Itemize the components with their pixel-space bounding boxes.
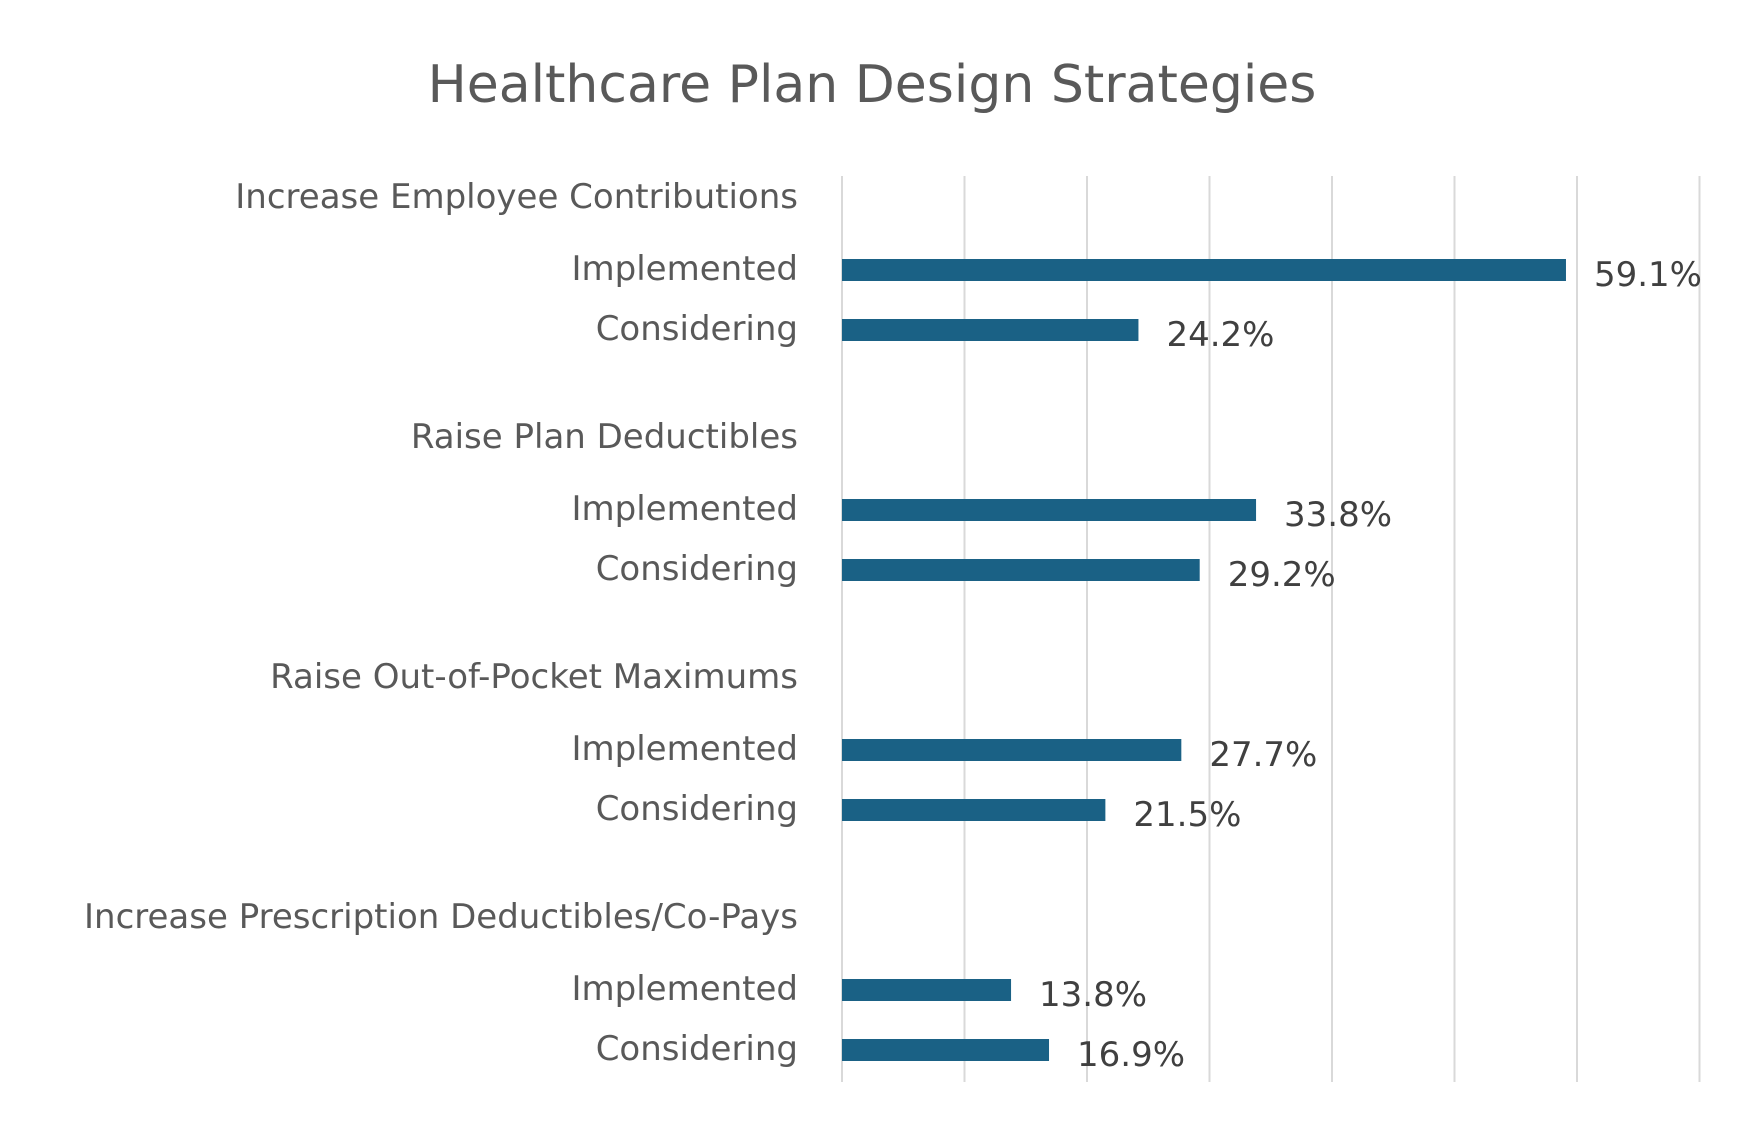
data-label-1-0: 33.8% [1284, 495, 1392, 535]
data-label-2-0: 27.7% [1209, 735, 1317, 775]
bar-label-1-0: Implemented [571, 489, 798, 529]
group-label-1: Raise Plan Deductibles [411, 417, 798, 457]
data-label-0-0: 59.1% [1594, 255, 1702, 295]
gridlines [841, 176, 1701, 1082]
bar-2-1 [842, 799, 1106, 821]
bar-3-0 [842, 979, 1012, 1001]
bar-label-2-0: Implemented [571, 729, 798, 769]
data-label-0-1: 24.2% [1166, 315, 1274, 355]
data-label-3-1: 16.9% [1077, 1035, 1185, 1075]
group-label-3: Increase Prescription Deductibles/Co-Pay… [84, 897, 798, 937]
bar-label-0-1: Considering [596, 309, 798, 349]
bar-2-0 [842, 739, 1182, 761]
data-label-1-1: 29.2% [1228, 555, 1336, 595]
data-label-2-1: 21.5% [1133, 795, 1241, 835]
bar-label-1-1: Considering [596, 549, 798, 589]
category-labels: Increase Employee Contributions Implement… [84, 177, 798, 1069]
bar-3-1 [842, 1039, 1050, 1061]
data-labels: 59.1% 24.2% 33.8% 29.2% 27.7% 21.5% 13.8% 16.9% [1039, 255, 1702, 1075]
bar-1-0 [842, 499, 1257, 521]
bar-1-1 [842, 559, 1200, 581]
bar-0-1 [842, 319, 1139, 341]
bar-0-0 [842, 259, 1566, 281]
chart-title: Healthcare Plan Design Strategies [428, 55, 1317, 115]
bar-label-3-1: Considering [596, 1029, 798, 1069]
bar-label-0-0: Implemented [571, 249, 798, 289]
bars [842, 259, 1566, 1061]
bar-label-2-1: Considering [596, 789, 798, 829]
bar-label-3-0: Implemented [571, 969, 798, 1009]
group-label-2: Raise Out-of-Pocket Maximums [270, 657, 798, 697]
data-label-3-0: 13.8% [1039, 975, 1147, 1015]
group-label-0: Increase Employee Contributions [235, 177, 798, 217]
